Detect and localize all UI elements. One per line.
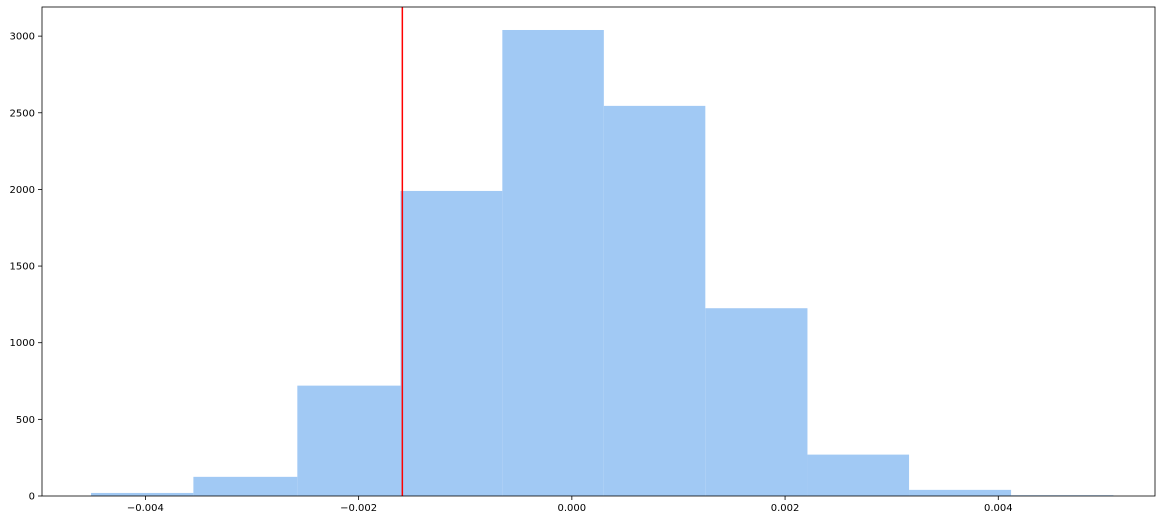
y-tick-label: 1500 [10,262,35,273]
histogram-bar [603,105,706,496]
x-tick-label: −0.004 [127,503,164,514]
x-tick-label: 0.002 [771,503,800,514]
histogram-bar [807,454,910,496]
y-tick-label: 2000 [10,185,35,196]
y-tick-label: 0 [29,492,35,503]
bars-layer [91,29,1114,497]
y-tick-label: 2500 [10,108,35,119]
ticks-layer: −0.004 −0.002 0.000 0.002 0.004 0 500 1000 1500 2… [10,32,1013,514]
x-tick-label: 0.004 [984,503,1013,514]
plot-frame [41,6,1156,497]
histogram-bar [909,489,1012,496]
histogram-bar [91,492,194,496]
y-tick-label: 1000 [10,338,35,349]
histogram-bar [297,385,401,496]
y-tick-label: 3000 [10,32,35,43]
y-tick-label: 500 [16,415,35,426]
x-tick-label: 0.000 [558,503,587,514]
histogram-bar [705,308,808,496]
histogram-bar [502,29,604,496]
axes-layer [41,6,1156,497]
histogram-bar [193,476,298,496]
histogram-bar [400,190,503,497]
x-tick-label: −0.002 [340,503,377,514]
